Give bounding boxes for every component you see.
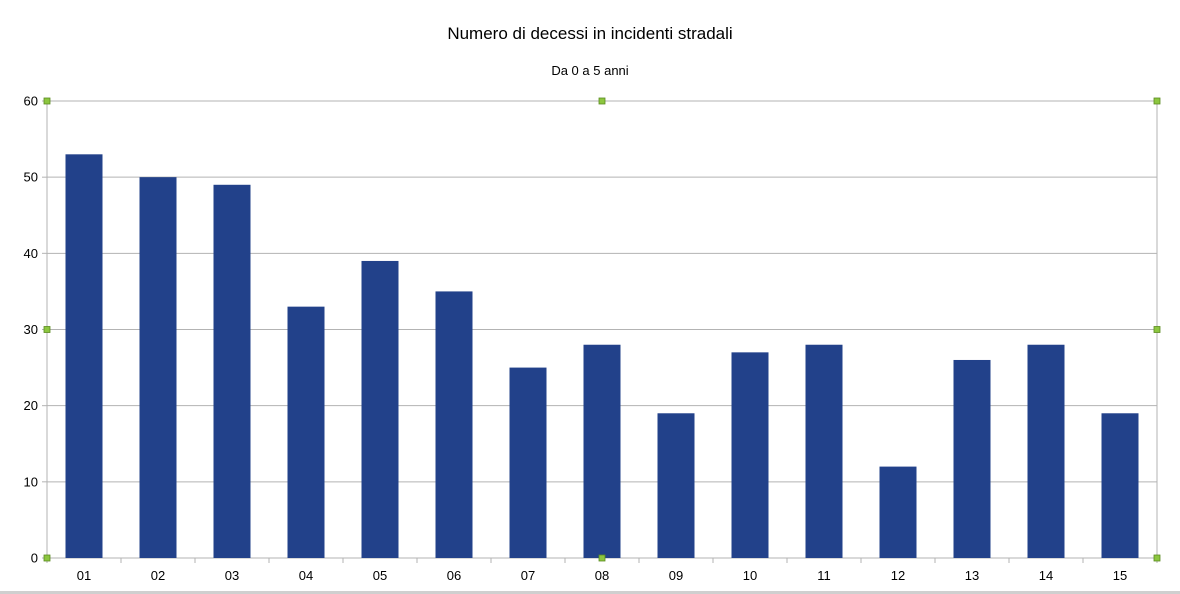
window-bottom-border xyxy=(0,591,1180,594)
y-tick-label: 50 xyxy=(24,170,38,185)
x-tick-label: 13 xyxy=(965,568,979,583)
y-tick-label: 10 xyxy=(24,474,38,489)
bar-04 xyxy=(287,306,325,558)
selection-handle xyxy=(43,326,51,333)
selection-handle xyxy=(1153,326,1161,333)
x-tick-label: 01 xyxy=(77,568,91,583)
y-tick-label: 40 xyxy=(24,246,38,261)
x-tick-label: 05 xyxy=(373,568,387,583)
selection-handle xyxy=(598,554,606,562)
bar-08 xyxy=(583,344,621,558)
chart-subtitle: Da 0 a 5 anni xyxy=(551,63,628,78)
x-tick-label: 12 xyxy=(891,568,905,583)
bar-02 xyxy=(139,177,177,558)
selection-handle xyxy=(43,97,51,105)
x-tick-label: 06 xyxy=(447,568,461,583)
x-tick-label: 09 xyxy=(669,568,683,583)
bar-06 xyxy=(435,291,473,558)
selection-handle xyxy=(43,554,51,562)
x-tick-label: 15 xyxy=(1113,568,1127,583)
x-tick-label: 11 xyxy=(817,568,831,583)
selection-handle xyxy=(598,97,606,105)
bar-14 xyxy=(1027,344,1065,558)
bar-09 xyxy=(657,413,695,558)
chart-title: Numero di decessi in incidenti stradali xyxy=(447,24,732,43)
bar-13 xyxy=(953,359,991,558)
x-tick-label: 04 xyxy=(299,568,313,583)
y-tick-label: 20 xyxy=(24,398,38,413)
bar-12 xyxy=(879,466,917,558)
y-tick-label: 0 xyxy=(31,551,38,566)
bar-05 xyxy=(361,260,399,558)
bar-07 xyxy=(509,367,547,558)
y-tick-label: 30 xyxy=(24,322,38,337)
bar-11 xyxy=(805,344,843,558)
bar-03 xyxy=(213,184,251,559)
bar-10 xyxy=(731,352,769,558)
selection-handle xyxy=(1153,554,1161,562)
x-tick-label: 14 xyxy=(1039,568,1053,583)
x-tick-label: 03 xyxy=(225,568,239,583)
x-tick-label: 08 xyxy=(595,568,609,583)
x-tick-label: 10 xyxy=(743,568,757,583)
selection-handle xyxy=(1153,97,1161,105)
bar-01 xyxy=(65,154,103,559)
y-tick-label: 60 xyxy=(24,94,38,109)
bar-15 xyxy=(1101,413,1139,558)
x-tick-label: 02 xyxy=(151,568,165,583)
x-tick-label: 07 xyxy=(521,568,535,583)
